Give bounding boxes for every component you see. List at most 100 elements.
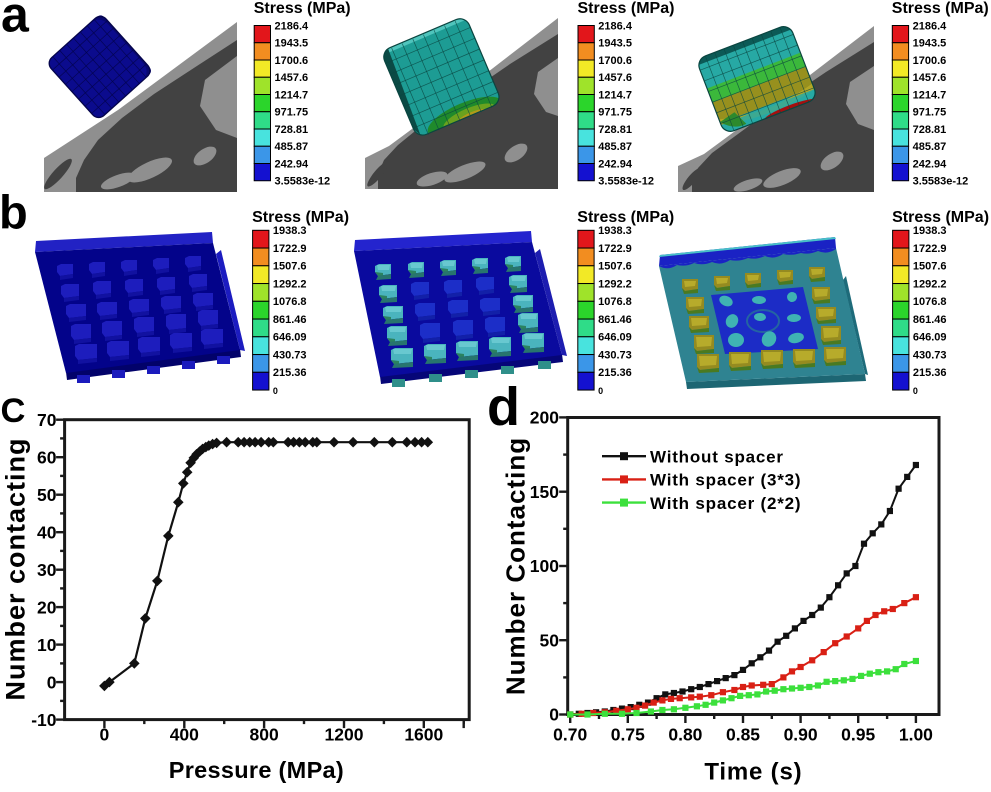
svg-text:485.87: 485.87 (275, 141, 309, 153)
svg-text:1457.6: 1457.6 (913, 72, 947, 84)
svg-text:70: 70 (37, 410, 57, 430)
svg-text:1943.5: 1943.5 (598, 38, 632, 50)
svg-text:10: 10 (37, 635, 57, 655)
svg-text:1.00: 1.00 (899, 725, 933, 745)
svg-text:800: 800 (249, 725, 278, 745)
svg-text:With spacer (3*3): With spacer (3*3) (650, 471, 801, 490)
svg-text:Pressure (MPa): Pressure (MPa) (169, 757, 344, 783)
svg-text:1076.8: 1076.8 (598, 296, 632, 308)
svg-text:1700.6: 1700.6 (913, 55, 947, 67)
svg-text:728.81: 728.81 (275, 124, 309, 136)
svg-text:1943.5: 1943.5 (913, 38, 947, 50)
svg-text:40: 40 (37, 522, 57, 542)
svg-text:242.94: 242.94 (913, 158, 948, 170)
svg-text:d: d (487, 377, 520, 437)
svg-text:1214.7: 1214.7 (275, 89, 309, 101)
svg-text:430.73: 430.73 (273, 349, 307, 361)
svg-text:1076.8: 1076.8 (273, 296, 307, 308)
svg-text:Number Contacting: Number Contacting (501, 437, 531, 695)
svg-text:20: 20 (37, 597, 57, 617)
svg-text:1200: 1200 (325, 725, 364, 745)
svg-text:0: 0 (273, 386, 278, 396)
svg-text:1214.7: 1214.7 (913, 89, 947, 101)
svg-text:971.75: 971.75 (598, 107, 632, 119)
svg-text:Stress (MPa): Stress (MPa) (892, 0, 989, 17)
svg-text:1938.3: 1938.3 (273, 225, 307, 237)
svg-text:215.36: 215.36 (273, 367, 307, 379)
svg-text:971.75: 971.75 (275, 107, 309, 119)
svg-text:1722.9: 1722.9 (598, 243, 632, 255)
svg-text:0.85: 0.85 (726, 725, 760, 745)
svg-text:Stress (MPa): Stress (MPa) (252, 209, 349, 226)
svg-text:646.09: 646.09 (913, 332, 947, 344)
svg-text:861.46: 861.46 (598, 314, 632, 326)
svg-text:0: 0 (598, 386, 603, 396)
svg-text:1457.6: 1457.6 (598, 72, 632, 84)
svg-text:1938.3: 1938.3 (598, 225, 632, 237)
svg-text:646.09: 646.09 (273, 332, 307, 344)
svg-text:861.46: 861.46 (913, 314, 947, 326)
svg-text:2186.4: 2186.4 (275, 20, 310, 32)
svg-text:646.09: 646.09 (598, 332, 632, 344)
svg-text:3.5583e-12: 3.5583e-12 (913, 176, 969, 188)
svg-text:-10: -10 (31, 710, 57, 730)
svg-text:1600: 1600 (404, 725, 443, 745)
svg-text:50: 50 (540, 630, 560, 650)
svg-text:Stress (MPa): Stress (MPa) (578, 0, 675, 17)
svg-text:430.73: 430.73 (598, 349, 632, 361)
svg-text:150: 150 (530, 482, 559, 502)
svg-text:728.81: 728.81 (913, 124, 947, 136)
svg-text:1943.5: 1943.5 (275, 38, 309, 50)
svg-text:1292.2: 1292.2 (273, 278, 307, 290)
svg-text:1214.7: 1214.7 (598, 89, 632, 101)
svg-text:Without spacer: Without spacer (650, 448, 784, 467)
svg-text:b: b (0, 186, 28, 239)
svg-text:1457.6: 1457.6 (275, 72, 309, 84)
svg-text:100: 100 (530, 556, 559, 576)
svg-text:400: 400 (170, 725, 199, 745)
svg-text:0.75: 0.75 (611, 725, 645, 745)
svg-text:1938.3: 1938.3 (913, 225, 947, 237)
svg-text:3.5583e-12: 3.5583e-12 (275, 176, 331, 188)
svg-text:Stress (MPa): Stress (MPa) (577, 209, 674, 226)
svg-text:2186.4: 2186.4 (598, 20, 633, 32)
svg-text:2186.4: 2186.4 (913, 20, 948, 32)
svg-text:971.75: 971.75 (913, 107, 947, 119)
svg-text:30: 30 (37, 560, 57, 580)
svg-text:With spacer (2*2): With spacer (2*2) (650, 494, 801, 513)
svg-text:485.87: 485.87 (598, 141, 632, 153)
svg-text:Number contacting: Number contacting (1, 437, 31, 700)
svg-text:0.95: 0.95 (841, 725, 875, 745)
svg-text:485.87: 485.87 (913, 141, 947, 153)
svg-text:0.70: 0.70 (553, 725, 587, 745)
svg-text:1292.2: 1292.2 (913, 278, 947, 290)
svg-text:242.94: 242.94 (598, 158, 633, 170)
svg-text:1507.6: 1507.6 (913, 261, 947, 273)
svg-text:1507.6: 1507.6 (273, 261, 307, 273)
svg-text:728.81: 728.81 (598, 124, 632, 136)
svg-text:Stress (MPa): Stress (MPa) (254, 0, 351, 17)
svg-text:0.80: 0.80 (668, 725, 702, 745)
svg-text:242.94: 242.94 (275, 158, 310, 170)
svg-text:1076.8: 1076.8 (913, 296, 947, 308)
svg-text:0: 0 (913, 386, 918, 396)
svg-text:215.36: 215.36 (598, 367, 632, 379)
svg-text:50: 50 (37, 485, 57, 505)
svg-text:0: 0 (100, 725, 110, 745)
svg-text:0.90: 0.90 (784, 725, 818, 745)
svg-text:1722.9: 1722.9 (913, 243, 947, 255)
svg-text:1722.9: 1722.9 (273, 243, 307, 255)
svg-text:861.46: 861.46 (273, 314, 307, 326)
svg-text:60: 60 (37, 447, 57, 467)
svg-text:430.73: 430.73 (913, 349, 947, 361)
svg-text:C: C (1, 392, 26, 430)
svg-text:0: 0 (47, 672, 57, 692)
svg-text:1507.6: 1507.6 (598, 261, 632, 273)
svg-text:215.36: 215.36 (913, 367, 947, 379)
svg-text:Stress (MPa): Stress (MPa) (892, 209, 989, 226)
svg-text:3.5583e-12: 3.5583e-12 (598, 176, 654, 188)
svg-text:0: 0 (549, 705, 559, 725)
svg-text:a: a (1, 0, 30, 43)
svg-text:Time (s): Time (s) (704, 759, 802, 786)
svg-text:1700.6: 1700.6 (275, 55, 309, 67)
